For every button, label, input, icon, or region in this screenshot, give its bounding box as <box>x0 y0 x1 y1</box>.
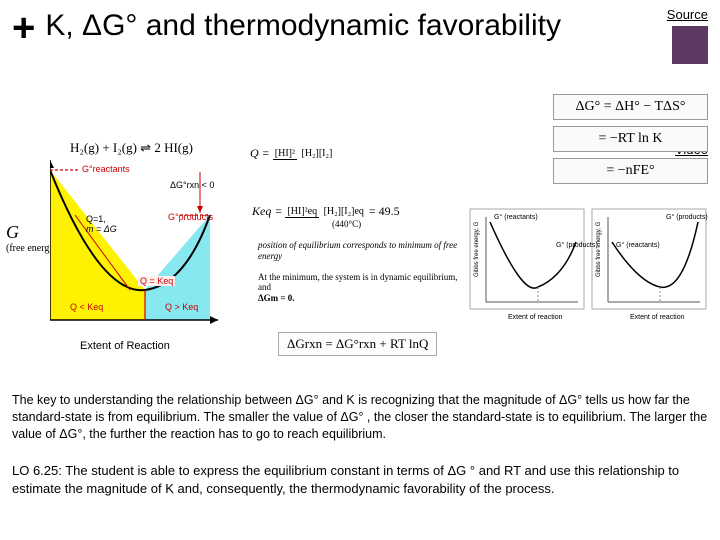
expand-icon[interactable]: + <box>12 8 35 48</box>
label-q-eq: Q = Keq <box>138 276 175 286</box>
eqn-nfe: = −nFE° <box>553 158 708 184</box>
q-expression: Q = [HI]² [H₂][I₂] <box>250 146 334 161</box>
mini-left-xlabel: Extent of reaction <box>508 314 563 321</box>
explanation-paragraph: The key to understanding the relationshi… <box>12 392 708 443</box>
learning-objective: LO 6.25: The student is able to express … <box>12 462 708 497</box>
q-denominator: [H₂][I₂] <box>299 148 334 159</box>
label-q-gt: Q > Keq <box>165 302 198 312</box>
q-fraction: [HI]² [H₂][I₂] <box>273 149 335 159</box>
commentary-line1: position of equilibrium corresponds to m… <box>258 240 458 262</box>
keq-denominator: [H₂][I₂]eq <box>322 206 366 217</box>
label-g-reactants: G°reactants <box>82 164 130 174</box>
eqn-rtlnk: = −RT ln K <box>553 126 708 152</box>
keq-label: Keq = <box>252 204 282 218</box>
mini-charts: G° (reactants) G° (products) G° (reactan… <box>468 207 708 322</box>
mini-right-xlabel: Extent of reaction <box>630 314 685 321</box>
mini-right-react: G° (reactants) <box>616 241 660 249</box>
mini-panel-left <box>470 209 584 309</box>
keq-temperature: (440°C) <box>332 219 400 229</box>
commentary-line2: At the minimum, the system is in dynamic… <box>258 272 458 294</box>
y-axis-arrow-icon <box>50 160 54 168</box>
commentary-text: position of equilibrium corresponds to m… <box>258 240 458 304</box>
mini-left-prod: G° (products) <box>556 241 598 249</box>
mini-right-title: G° (products) <box>666 213 708 221</box>
q-label: Q = <box>250 146 270 160</box>
mini-right-ylabel: Gibbs free energy, G <box>596 221 602 277</box>
label-dg-rxn: ΔG°rxn < 0 <box>170 180 214 190</box>
q-numerator: [HI]² <box>273 148 297 160</box>
label-mdg: m = ΔG <box>86 224 117 234</box>
keq-value: = 49.5 <box>369 204 400 218</box>
mini-panel-right <box>592 209 706 309</box>
dgrxn-equation: ΔGrxn = ΔG°rxn + RT lnQ <box>278 332 437 356</box>
mini-left-ylabel: Gibbs free energy, G <box>474 221 480 277</box>
label-q1: Q=1, <box>86 214 106 224</box>
mini-left-title: G° (reactants) <box>494 213 538 221</box>
figures-region: H₂(g) + I₂(g) ⇌ 2 HI(g) Q = [HI]² [H₂][I… <box>0 52 720 352</box>
equation-boxes: ΔG° = ΔH° − TΔS° = −RT ln K = −nFE° <box>553 94 708 190</box>
page-title: K, ΔG° and thermodynamic favorability <box>45 8 708 44</box>
source-link[interactable]: Source <box>667 7 708 22</box>
eqn-gibbs: ΔG° = ΔH° − TΔS° <box>553 94 708 120</box>
keq-expression: Keq = [HI]²eq [H₂][I₂]eq = 49.5 (440°C) <box>252 204 400 229</box>
reaction-equation: H₂(g) + I₂(g) ⇌ 2 HI(g) <box>70 140 193 156</box>
x-axis-label: Extent of Reaction <box>80 340 170 352</box>
x-axis-arrow-icon <box>210 316 218 324</box>
keq-numerator: [HI]²eq <box>285 206 319 218</box>
commentary-line3: ΔGm = 0. <box>258 293 458 304</box>
label-g-products: G°products <box>168 212 213 222</box>
keq-fraction: [HI]²eq [H₂][I₂]eq <box>285 207 365 217</box>
label-q-lt: Q < Keq <box>70 302 103 312</box>
